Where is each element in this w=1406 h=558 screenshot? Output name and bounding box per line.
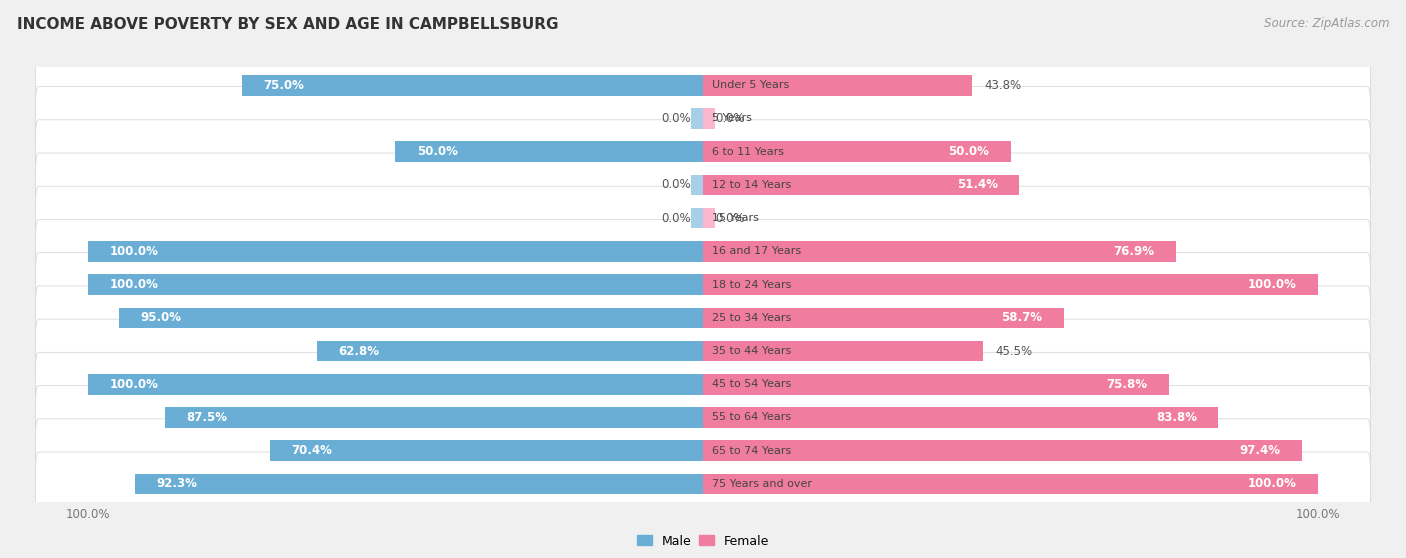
- Bar: [87, 275, 703, 295]
- Text: 45.5%: 45.5%: [995, 344, 1032, 358]
- Bar: [703, 474, 1319, 494]
- Text: 25 to 34 Years: 25 to 34 Years: [713, 313, 792, 323]
- Text: 5 Years: 5 Years: [713, 113, 752, 123]
- Text: 0.0%: 0.0%: [661, 112, 690, 125]
- Bar: [703, 307, 1064, 328]
- FancyBboxPatch shape: [35, 452, 1371, 516]
- Text: 87.5%: 87.5%: [186, 411, 228, 424]
- Text: 45 to 54 Years: 45 to 54 Years: [713, 379, 792, 389]
- Text: 100.0%: 100.0%: [110, 278, 159, 291]
- Text: 16 and 17 Years: 16 and 17 Years: [713, 246, 801, 256]
- Legend: Male, Female: Male, Female: [631, 530, 775, 552]
- Text: 18 to 24 Years: 18 to 24 Years: [713, 280, 792, 290]
- Text: 12 to 14 Years: 12 to 14 Years: [713, 180, 792, 190]
- Text: 83.8%: 83.8%: [1156, 411, 1197, 424]
- FancyBboxPatch shape: [35, 319, 1371, 383]
- Text: 35 to 44 Years: 35 to 44 Years: [713, 346, 792, 356]
- Text: INCOME ABOVE POVERTY BY SEX AND AGE IN CAMPBELLSBURG: INCOME ABOVE POVERTY BY SEX AND AGE IN C…: [17, 17, 558, 32]
- Text: 15 Years: 15 Years: [713, 213, 759, 223]
- Text: 0.0%: 0.0%: [661, 179, 690, 191]
- Bar: [703, 108, 716, 129]
- FancyBboxPatch shape: [35, 386, 1371, 449]
- Text: 65 to 74 Years: 65 to 74 Years: [713, 446, 792, 456]
- Text: 100.0%: 100.0%: [1247, 478, 1296, 490]
- Bar: [703, 141, 1011, 162]
- Bar: [118, 307, 703, 328]
- Bar: [395, 141, 703, 162]
- Text: 97.4%: 97.4%: [1240, 444, 1281, 457]
- Text: 0.0%: 0.0%: [661, 211, 690, 225]
- Bar: [703, 275, 1319, 295]
- Text: 43.8%: 43.8%: [984, 79, 1022, 92]
- FancyBboxPatch shape: [35, 153, 1371, 217]
- Text: 6 to 11 Years: 6 to 11 Years: [713, 147, 785, 157]
- Bar: [242, 75, 703, 95]
- Text: 75 Years and over: 75 Years and over: [713, 479, 813, 489]
- Bar: [87, 374, 703, 395]
- Text: 70.4%: 70.4%: [291, 444, 332, 457]
- Text: 55 to 64 Years: 55 to 64 Years: [713, 412, 792, 422]
- Bar: [270, 440, 703, 461]
- Text: 100.0%: 100.0%: [110, 378, 159, 391]
- FancyBboxPatch shape: [35, 419, 1371, 483]
- Text: 76.9%: 76.9%: [1114, 245, 1154, 258]
- Text: 51.4%: 51.4%: [956, 179, 998, 191]
- Bar: [316, 341, 703, 362]
- Text: 0.0%: 0.0%: [716, 112, 745, 125]
- FancyBboxPatch shape: [35, 253, 1371, 316]
- Bar: [703, 341, 983, 362]
- Bar: [87, 241, 703, 262]
- FancyBboxPatch shape: [35, 86, 1371, 150]
- FancyBboxPatch shape: [35, 54, 1371, 117]
- FancyBboxPatch shape: [35, 186, 1371, 250]
- FancyBboxPatch shape: [35, 120, 1371, 184]
- FancyBboxPatch shape: [35, 219, 1371, 283]
- Bar: [703, 75, 973, 95]
- Text: 95.0%: 95.0%: [141, 311, 181, 324]
- FancyBboxPatch shape: [35, 352, 1371, 416]
- Text: 0.0%: 0.0%: [716, 211, 745, 225]
- Text: 92.3%: 92.3%: [157, 478, 198, 490]
- Text: 58.7%: 58.7%: [1001, 311, 1043, 324]
- Text: 100.0%: 100.0%: [110, 245, 159, 258]
- Bar: [135, 474, 703, 494]
- Bar: [690, 175, 703, 195]
- Bar: [703, 440, 1302, 461]
- Bar: [703, 374, 1170, 395]
- Bar: [690, 108, 703, 129]
- Text: 50.0%: 50.0%: [948, 145, 988, 158]
- Text: 75.8%: 75.8%: [1107, 378, 1147, 391]
- Bar: [703, 208, 716, 228]
- Bar: [703, 241, 1175, 262]
- Bar: [703, 175, 1019, 195]
- Bar: [165, 407, 703, 428]
- Bar: [690, 208, 703, 228]
- Text: Source: ZipAtlas.com: Source: ZipAtlas.com: [1264, 17, 1389, 30]
- Bar: [703, 407, 1219, 428]
- Text: 100.0%: 100.0%: [1247, 278, 1296, 291]
- Text: 62.8%: 62.8%: [339, 344, 380, 358]
- Text: Under 5 Years: Under 5 Years: [713, 80, 790, 90]
- Text: 75.0%: 75.0%: [263, 79, 304, 92]
- Text: 50.0%: 50.0%: [418, 145, 458, 158]
- FancyBboxPatch shape: [35, 286, 1371, 350]
